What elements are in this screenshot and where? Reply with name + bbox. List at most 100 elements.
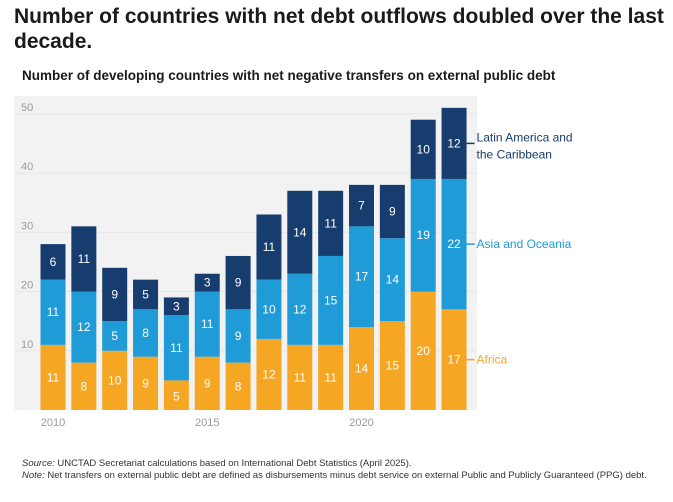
bar-segment [40,344,66,410]
bar-value-label: 9 [142,376,149,390]
bar-segment [225,255,251,310]
bar-value-label: 15 [386,359,400,373]
legend-label: Latin America and the Caribbean [477,130,573,161]
chart-headline: Number of countries with net debt outflo… [14,5,664,53]
bar-value-label: 3 [204,276,211,290]
x-tick-label: 2015 [195,417,219,429]
bar-value-label: 14 [386,273,400,287]
bar-segment [102,321,128,351]
bar-segment [379,184,405,239]
bar-value-label: 11 [294,370,307,384]
bar-segment [133,356,159,410]
bar-segment [71,291,97,363]
bar-value-label: 12 [262,367,276,381]
legend-label-line: Latin America and [477,130,573,144]
bar-segment [287,190,313,274]
note-text: Net transfers on external public debt ar… [44,470,647,481]
x-tick-label: 2010 [41,417,65,429]
bar-value-label: 11 [263,240,276,254]
bar-segment [349,226,374,328]
bar-value-label: 10 [108,373,122,387]
y-tick-label: 40 [21,161,33,173]
bar-value-label: 6 [50,255,57,269]
bar-segment [318,344,344,410]
legend: Africa Asia and Oceania Latin America and t… [466,130,573,367]
source-notes: Source: UNCTAD Secretariat calculations … [22,458,662,482]
bar-segment [441,107,467,179]
bar-value-label: 8 [235,379,242,393]
y-tick-label: 20 [21,280,33,292]
bar-segment [40,244,66,280]
bar-value-label: 22 [447,237,461,251]
bar-value-label: 5 [173,389,180,403]
bar-value-label: 9 [204,376,211,390]
bar-segment [40,279,66,345]
bar-segment [441,309,467,410]
bar-segment [318,190,344,256]
legend-label-line: the Caribbean [477,147,552,161]
bar-value-label: 11 [47,370,60,384]
bar-segment [225,309,251,363]
bar-segment [194,291,220,357]
bar-segment [410,119,436,179]
note-label: Note: [22,470,45,481]
y-axis-ticks: 10 20 30 40 50 [21,102,33,351]
bar-value-label: 11 [47,305,60,319]
bar-segment [225,362,251,410]
bar-value-label: 17 [355,270,369,284]
bar-segment [163,315,189,381]
y-tick-label: 10 [21,339,33,351]
bar-segment [133,279,159,310]
bar-segment [194,273,220,292]
bar-segment [349,184,374,227]
source-text: UNCTAD Secretariat calculations based on… [54,458,412,469]
y-tick-label: 50 [21,102,33,114]
bar-value-label: 10 [262,302,276,316]
bar-segment [287,273,313,345]
bar-segment [379,321,405,410]
bar-segment [194,356,220,410]
bar-value-label: 5 [142,287,149,301]
bar-value-label: 11 [170,341,183,355]
bar-segment [71,226,97,292]
bar-segment [410,291,436,410]
bar-value-label: 11 [201,317,214,331]
bar-segment [71,362,97,410]
bar-value-label: 10 [417,142,431,156]
source-line: Source: UNCTAD Secretariat calculations … [22,458,662,470]
bar-value-label: 12 [447,136,461,150]
bar-value-label: 11 [78,252,91,266]
bar-value-label: 17 [447,353,461,367]
bar-value-label: 8 [81,379,88,393]
bar-value-label: 19 [417,228,431,242]
bar-segment [256,279,282,339]
bar-value-label: 14 [293,225,307,239]
bar-segment [318,255,344,345]
legend-label: Asia and Oceania [477,237,572,251]
bar-value-label: 9 [111,287,118,301]
bar-segment [441,178,467,310]
bar-segment [163,380,189,410]
bar-segment [256,338,282,410]
bar-segment [102,350,128,410]
bars: 11 11 6 8 12 11 10 5 9 9 8 5 5 11 3 9 11 3 8 9 9 12 10 11 11 12 14… [40,107,467,410]
bar-segment [410,178,436,292]
bar-value-label: 12 [293,302,307,316]
x-axis-ticks: 2010 2015 2020 [41,417,374,429]
chart-subtitle: Number of developing countries with net … [22,68,556,83]
bar-value-label: 12 [77,320,91,334]
bar-value-label: 11 [324,216,337,230]
x-tick-label: 2020 [349,417,373,429]
bar-segment [287,344,313,410]
y-tick-label: 30 [21,220,33,232]
bar-value-label: 7 [358,199,365,213]
source-label: Source: [22,458,55,469]
bar-value-label: 9 [235,276,242,290]
bar-value-label: 14 [355,362,369,376]
bar-value-label: 9 [389,205,396,219]
bar-segment [163,297,189,316]
bar-value-label: 9 [235,329,242,343]
bar-segment [102,267,128,322]
bar-value-label: 3 [173,299,180,313]
